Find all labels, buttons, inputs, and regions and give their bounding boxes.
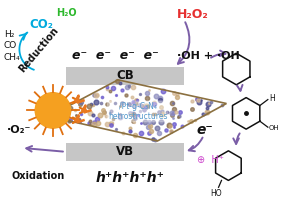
Text: CO₂: CO₂ (29, 18, 53, 31)
Text: H₂O₂: H₂O₂ (177, 8, 209, 21)
Text: ⊕  H⁺: ⊕ H⁺ (197, 155, 224, 165)
Circle shape (35, 93, 71, 128)
Text: HO: HO (211, 189, 222, 198)
Text: Oxidation: Oxidation (12, 171, 65, 181)
Text: Reduction: Reduction (18, 25, 61, 74)
Text: H₂: H₂ (4, 30, 14, 39)
FancyBboxPatch shape (66, 143, 184, 161)
Text: CB: CB (116, 69, 134, 82)
Text: VB: VB (116, 145, 134, 158)
Text: H₂O: H₂O (56, 8, 76, 18)
Text: CO: CO (4, 41, 17, 50)
FancyBboxPatch shape (66, 67, 184, 85)
Text: H: H (269, 94, 275, 103)
Text: CH₄: CH₄ (4, 53, 20, 62)
Text: OH: OH (269, 125, 279, 131)
Text: ·O₂⁻: ·O₂⁻ (7, 125, 31, 135)
Text: e⁻: e⁻ (197, 123, 214, 137)
Text: ·OH + ·OH: ·OH + ·OH (177, 51, 240, 61)
Text: /Pt-g-C₃N₄
hetrostructures: /Pt-g-C₃N₄ hetrostructures (108, 102, 168, 121)
Text: e⁻  e⁻  e⁻  e⁻: e⁻ e⁻ e⁻ e⁻ (72, 49, 158, 62)
Text: h⁺h⁺h⁺h⁺: h⁺h⁺h⁺h⁺ (95, 171, 164, 185)
